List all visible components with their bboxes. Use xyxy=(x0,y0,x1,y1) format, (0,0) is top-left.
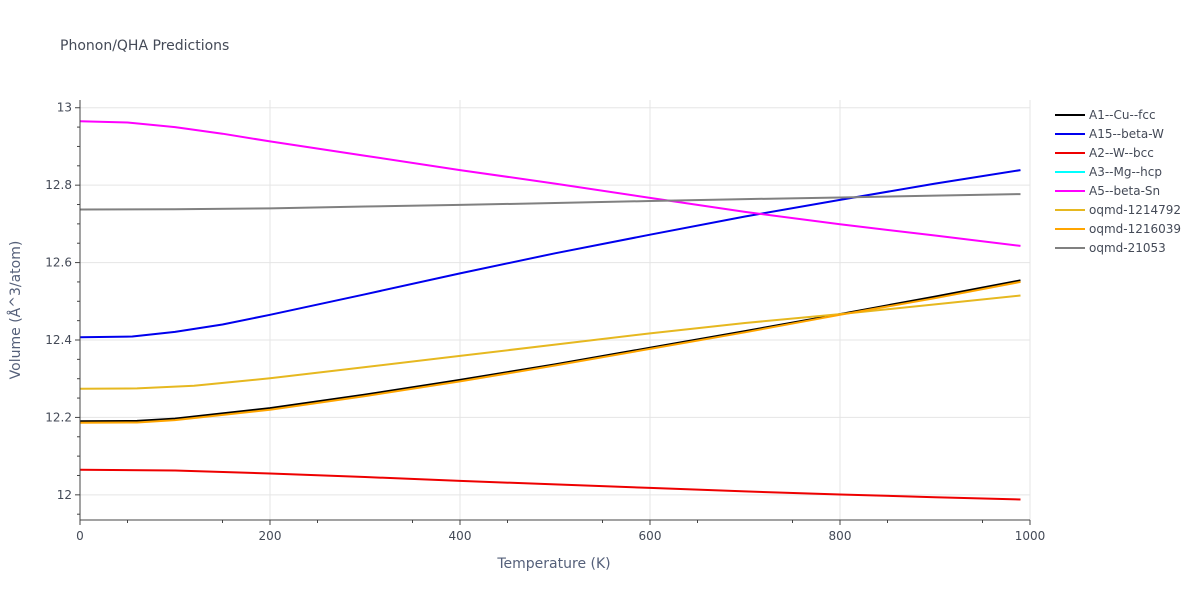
legend-label: A5--beta-Sn xyxy=(1089,184,1160,198)
y-tick-label: 12.8 xyxy=(45,178,72,192)
x-tick-label: 400 xyxy=(449,529,472,543)
series-line-a5-beta-sn xyxy=(79,120,1021,247)
axis-layer: 0 200 400 600 800 1000 12 12.2 12.4 12.6 12.8 13 xyxy=(45,100,1045,543)
legend-label: oqmd-1216039 xyxy=(1089,222,1181,236)
series-line-oqmd-1216039 xyxy=(79,280,1021,424)
legend-label: A2--W--bcc xyxy=(1089,146,1154,160)
legend-label: oqmd-21053 xyxy=(1089,241,1166,255)
y-tick-label: 12.4 xyxy=(45,333,72,347)
series-layer xyxy=(79,120,1021,501)
legend-item[interactable]: oqmd-1216039 xyxy=(1055,222,1181,236)
legend-label: A15--beta-W xyxy=(1089,127,1164,141)
grid-layer xyxy=(80,100,1031,520)
series-line-a1-cu-fcc xyxy=(79,279,1021,423)
y-axis-label: Volume (Å^3/atom) xyxy=(7,241,24,380)
series-line-a15-beta-w xyxy=(79,169,1021,339)
series-line-a2-w-bcc xyxy=(79,468,1021,501)
series-line-oqmd-21053 xyxy=(79,193,1021,211)
legend-item[interactable]: oqmd-1214792 xyxy=(1055,203,1181,217)
x-tick-label: 200 xyxy=(259,529,282,543)
legend-item[interactable]: A15--beta-W xyxy=(1055,127,1164,141)
x-tick-label: 1000 xyxy=(1015,529,1046,543)
legend-item[interactable]: A2--W--bcc xyxy=(1055,146,1154,160)
legend-item[interactable]: A1--Cu--fcc xyxy=(1055,108,1156,122)
legend-item[interactable]: oqmd-21053 xyxy=(1055,241,1166,255)
legend[interactable]: A1--Cu--fcc A15--beta-W A2--W--bcc A3--Mg--… xyxy=(1055,108,1181,255)
legend-label: A3--Mg--hcp xyxy=(1089,165,1162,179)
legend-label: oqmd-1214792 xyxy=(1089,203,1181,217)
legend-item[interactable]: A3--Mg--hcp xyxy=(1055,165,1162,179)
y-tick-label: 12.2 xyxy=(45,410,72,424)
series-line-oqmd-1214792 xyxy=(79,294,1021,390)
x-axis-label: Temperature (K) xyxy=(496,556,610,572)
chart-title: Phonon/QHA Predictions xyxy=(60,38,229,54)
x-tick-label: 800 xyxy=(829,529,852,543)
legend-label: A1--Cu--fcc xyxy=(1089,108,1156,122)
legend-item[interactable]: A5--beta-Sn xyxy=(1055,184,1160,198)
x-tick-label: 600 xyxy=(639,529,662,543)
y-tick-label: 12 xyxy=(57,488,72,502)
x-tick-label: 0 xyxy=(76,529,84,543)
y-tick-label: 13 xyxy=(57,101,72,115)
y-tick-label: 12.6 xyxy=(45,256,72,270)
